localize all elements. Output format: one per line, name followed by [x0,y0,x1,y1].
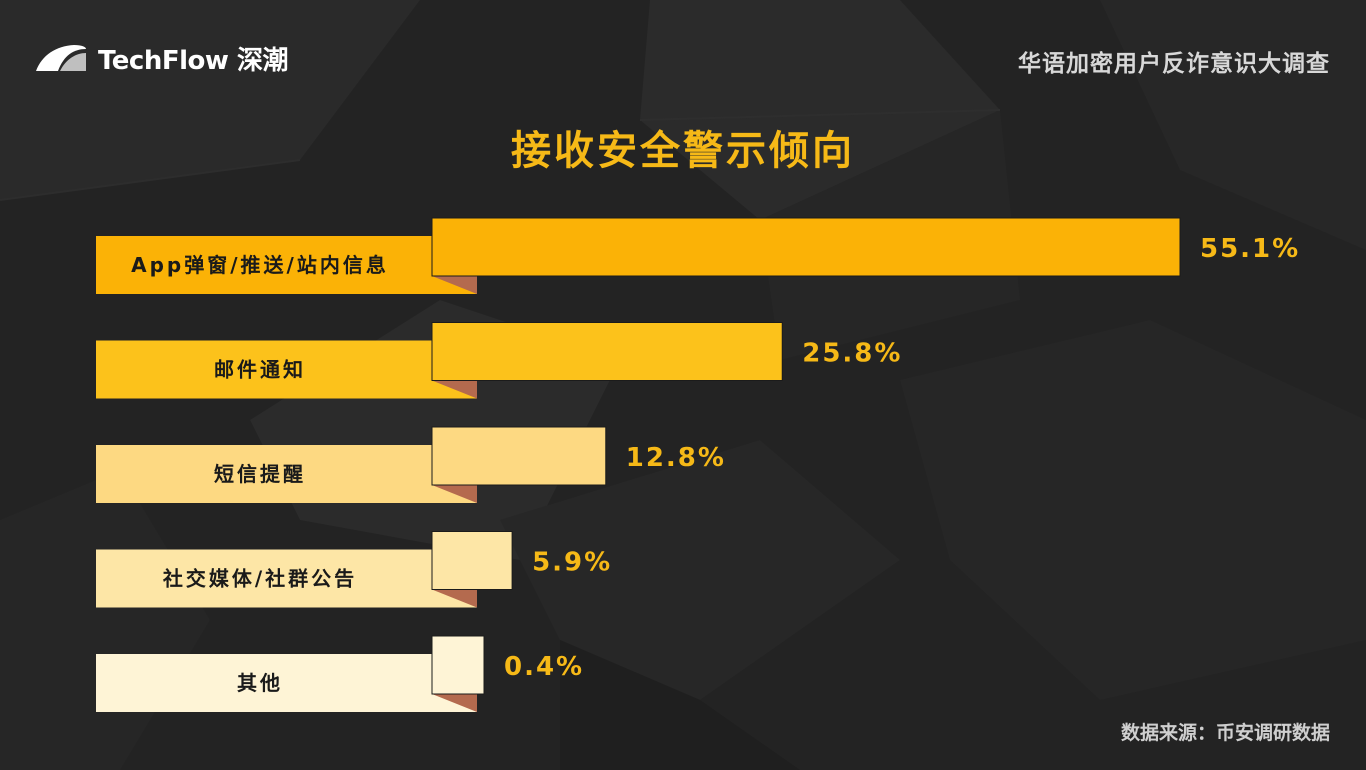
bar [431,217,1181,277]
bar-fold-shadow [432,694,477,712]
category-label: 邮件通知 [214,358,306,382]
survey-title: 华语加密用户反诈意识大调查 [1018,51,1330,77]
category-label-plate [96,445,477,503]
bar [431,635,485,695]
value-label: 12.8% [626,443,726,473]
bar [431,426,607,486]
brand-logo: TechFlow 深潮 [34,40,288,76]
category-label-plate [96,236,477,294]
category-label: 其他 [237,671,283,695]
category-label: 短信提醒 [214,462,306,486]
bar-fold-shadow [432,276,477,294]
bar-fold-shadow [432,589,477,608]
bar-fold-shadow [432,380,477,399]
brand-name: TechFlow 深潮 [98,45,288,76]
value-label: 25.8% [802,339,902,369]
category-label-plate [96,340,477,399]
bar-fold-shadow [432,485,477,503]
bar [431,531,513,590]
category-label: App弹窗/推送/站内信息 [131,253,389,277]
value-label: 5.9% [532,548,612,578]
value-label: 0.4% [504,652,584,682]
value-label: 55.1% [1200,234,1300,264]
category-label: 社交媒体/社群公告 [162,567,357,591]
bar [431,322,783,381]
chart-title: 接收安全警示倾向 [511,128,855,174]
category-label-plate [96,654,477,712]
data-source-note: 数据来源：币安调研数据 [1120,722,1330,744]
category-label-plate [96,549,477,608]
logo-icon [36,45,86,71]
